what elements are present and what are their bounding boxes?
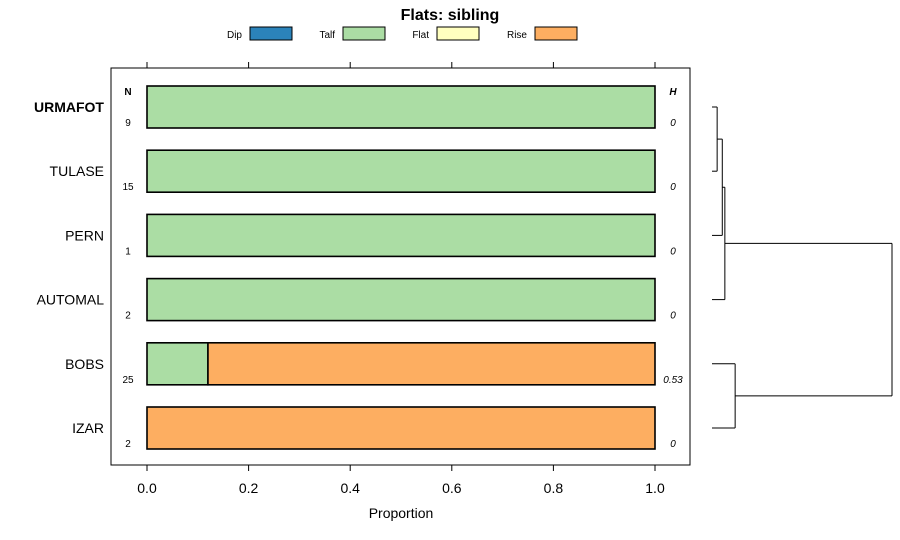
legend: Dip Talf Flat Rise <box>227 26 578 41</box>
chart-title: Flats: sibling <box>401 7 500 24</box>
row-label: BOBS <box>65 356 104 372</box>
x-axis: 0.0 0.2 0.4 0.6 0.8 1.0 <box>137 62 665 496</box>
legend-label-flat: Flat <box>412 30 429 41</box>
x-tick-label: 0.4 <box>340 480 360 496</box>
x-tick-label: 0.6 <box>442 480 462 496</box>
plot-frame <box>110 67 691 466</box>
legend-label-rise: Rise <box>507 30 527 41</box>
row-labels-group: URMAFOT 9 0 TULASE 15 0 PERN 1 0 AUTOMAL 2 0 BOBS 25 0… <box>34 99 683 450</box>
n-value: 9 <box>125 118 131 129</box>
row-label: PERN <box>65 227 104 243</box>
bar-segment-rise <box>146 406 656 450</box>
n-value: 1 <box>125 246 131 257</box>
h-value: 0 <box>670 439 676 450</box>
row-label: IZAR <box>72 420 104 436</box>
legend-label-dip: Dip <box>227 30 242 41</box>
n-value: 15 <box>122 182 134 193</box>
h-value: 0 <box>670 118 676 129</box>
legend-swatch-rise <box>534 26 578 41</box>
x-tick-label: 0.8 <box>544 480 564 496</box>
x-axis-label: Proportion <box>369 505 434 521</box>
legend-label-talf: Talf <box>319 30 335 41</box>
h-value: 0 <box>670 246 676 257</box>
h-header: H <box>669 87 677 98</box>
x-tick-label: 0.2 <box>239 480 259 496</box>
x-tick-label: 1.0 <box>645 480 665 496</box>
n-value: 2 <box>125 311 131 322</box>
x-tick-label: 0.0 <box>137 480 157 496</box>
legend-swatch-flat <box>436 26 480 41</box>
bar-segment-talf <box>146 85 656 129</box>
row-label: URMAFOT <box>34 99 104 115</box>
bars-group <box>146 85 656 450</box>
n-value: 25 <box>122 375 134 386</box>
n-value: 2 <box>125 439 131 450</box>
bar-segment-rise <box>207 341 656 386</box>
bar-segment-talf <box>146 213 656 258</box>
bar-segment-talf <box>146 341 209 386</box>
h-value: 0 <box>670 311 676 322</box>
legend-swatch-talf <box>342 26 386 41</box>
row-label: TULASE <box>50 163 104 179</box>
h-value: 0 <box>670 182 676 193</box>
bar-segment-talf <box>146 149 656 193</box>
row-label: AUTOMAL <box>37 292 105 308</box>
legend-swatch-dip <box>249 26 293 41</box>
h-value: 0.53 <box>663 375 683 386</box>
bar-segment-talf <box>146 277 656 322</box>
n-header: N <box>124 87 131 98</box>
dendrogram <box>712 106 893 429</box>
